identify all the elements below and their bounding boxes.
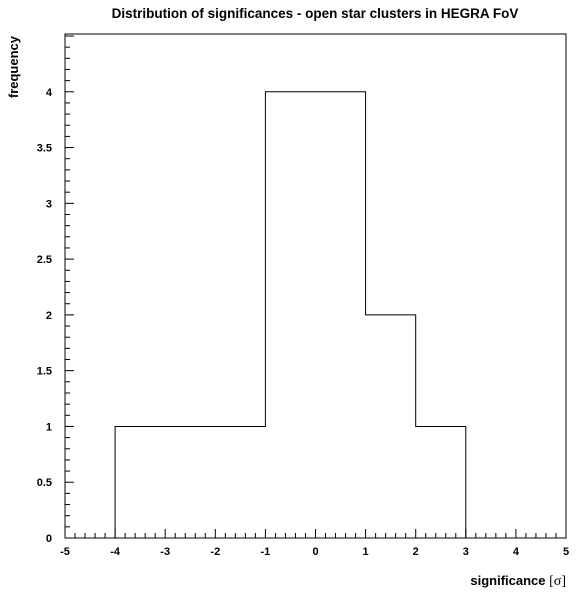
- tick-labels: -5 -4 -3 -2 -1 0 1 2 3 4 5 0 0.5 1 1.5 2 2.5 3 3.5 4: [37, 87, 569, 558]
- x-tick-label: 4: [513, 546, 520, 558]
- x-tick-label: -5: [60, 546, 70, 558]
- x-axis-label-text: significance: [470, 573, 545, 588]
- plot-frame: [64, 33, 567, 539]
- x-tick-label: -1: [261, 546, 271, 558]
- y-tick-label: 0.5: [37, 477, 52, 489]
- y-tick-label: 1: [46, 421, 52, 433]
- x-tick-label: 3: [463, 546, 469, 558]
- x-tick-label: -2: [210, 546, 220, 558]
- x-axis-unit: [σ]: [549, 574, 566, 589]
- y-tick-label: 1.5: [37, 366, 52, 378]
- x-tick-label: 0: [312, 546, 318, 558]
- x-tick-label: 1: [363, 546, 369, 558]
- y-tick-label: 3: [46, 198, 52, 210]
- y-tick-label: 2.5: [37, 254, 52, 266]
- histogram-step-line: [114, 91, 467, 538]
- axis-ticks: [64, 35, 567, 539]
- y-tick-label: 3.5: [37, 143, 52, 155]
- y-tick-label: 4: [46, 87, 53, 99]
- chart-title: Distribution of significances - open sta…: [112, 6, 519, 21]
- y-tick-label: 2: [46, 310, 52, 322]
- y-axis-label: frequency: [6, 35, 21, 98]
- y-tick-label: 0: [46, 533, 52, 545]
- x-tick-label: -4: [110, 546, 121, 558]
- x-tick-label: 2: [413, 546, 419, 558]
- x-tick-label: -3: [160, 546, 170, 558]
- x-axis-label: significance [σ]: [470, 573, 566, 589]
- x-tick-label: 5: [563, 546, 569, 558]
